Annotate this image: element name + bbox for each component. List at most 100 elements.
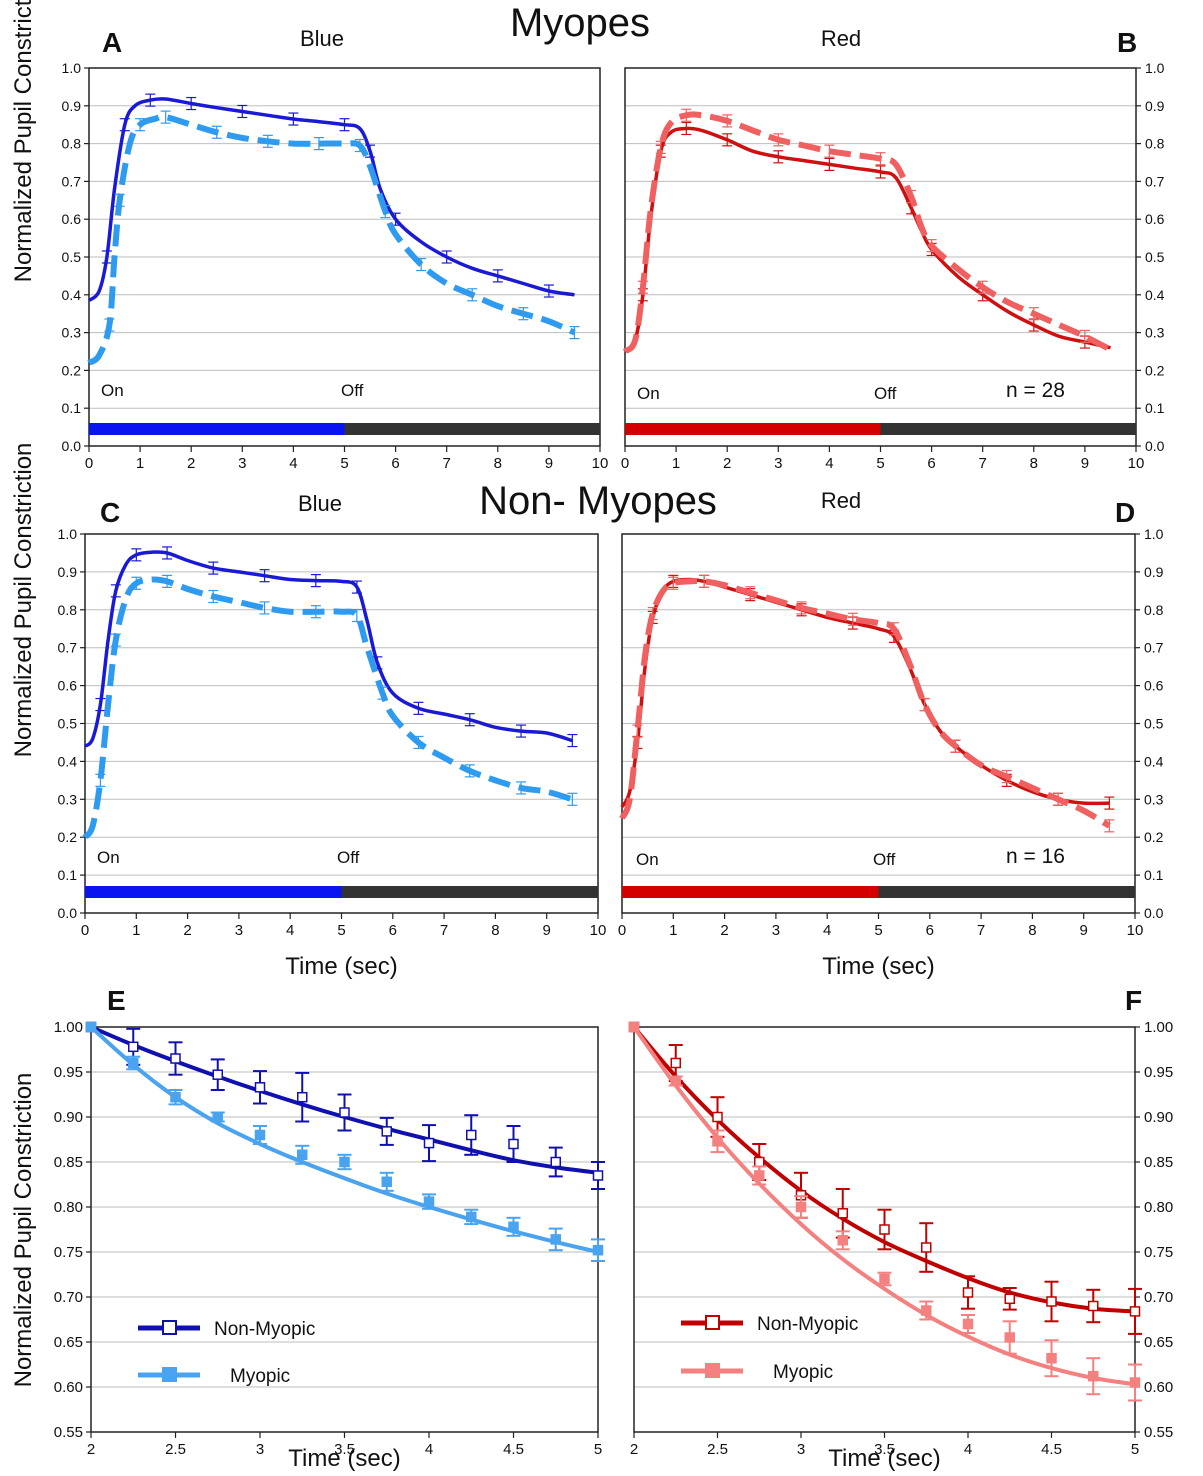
x-tick-label: 9 [543, 922, 551, 939]
x-tick-label: 8 [494, 455, 502, 472]
x-tick-label: 1 [132, 922, 140, 939]
y-tick-label: 1.0 [62, 60, 82, 76]
data-point [1129, 1306, 1141, 1317]
y-tick-label: 1.00 [54, 1019, 83, 1036]
data-point [1046, 1296, 1057, 1307]
y-tick-label: 0.80 [1144, 1199, 1173, 1216]
x-tick-label: 10 [592, 455, 609, 472]
data-point [628, 1021, 640, 1033]
y-tick-label: 0.95 [1144, 1064, 1173, 1081]
data-point [254, 1082, 266, 1093]
x-tick-label: 2 [723, 455, 731, 472]
y-tick-label: 0.0 [1144, 905, 1164, 921]
x-tick-label: 0 [618, 922, 626, 939]
y-tick-label: 0.85 [1144, 1154, 1173, 1171]
sample-size-label: n = 28 [1006, 379, 1065, 402]
data-point [212, 1111, 223, 1123]
y-tick-label: 0.1 [62, 400, 82, 416]
legend-label: Non-Myopic [757, 1314, 858, 1335]
y-tick-label: 0.9 [58, 564, 78, 580]
x-tick-label: 1 [672, 455, 680, 472]
x-tick-label: 3 [238, 455, 246, 472]
y-tick-label: 0.7 [58, 640, 78, 656]
y-tick-label: 0.5 [62, 249, 82, 265]
legend-marker [705, 1315, 720, 1330]
trace-dashed [619, 578, 1111, 829]
data-point [85, 1021, 97, 1033]
x-tick-label: 5 [337, 922, 345, 939]
x-tick-label: 3 [235, 922, 243, 939]
data-point [879, 1224, 890, 1235]
trace-solid [620, 577, 1110, 808]
x-tick-label: 8 [1030, 455, 1038, 472]
panel-d: 0.0 0.1 0.2 0.3 0.4 0.5 0.6 0.7 0.8 0.9 1.0 0 1 2 3 4 5 6… [618, 488, 1164, 980]
data-point [837, 1235, 848, 1246]
x-tick-label: 8 [491, 922, 499, 939]
fit-line-myopic [632, 1025, 1137, 1387]
x-tick-label: 4 [286, 922, 294, 939]
data-point [339, 1107, 350, 1118]
x-tick-label: 4 [289, 455, 297, 472]
off-label: Off [337, 848, 360, 867]
x-tick-label: 6 [389, 922, 397, 939]
data-point [1129, 1377, 1141, 1388]
data-point [592, 1170, 604, 1181]
x-tick-label: 5 [874, 922, 882, 939]
y-tick-label: 0.75 [54, 1244, 83, 1261]
y-tick-label: 0.2 [58, 829, 78, 845]
fit-line-non-myopic [632, 1025, 1137, 1314]
y-tick-label: 1.00 [1144, 1019, 1173, 1036]
y-tick-label: 0.7 [62, 173, 82, 189]
y-tick-label: 0.60 [1144, 1379, 1173, 1396]
x-tick-label: 2.5 [707, 1441, 728, 1458]
off-label: Off [874, 384, 897, 403]
y-tick-label: 0.65 [54, 1334, 83, 1351]
y-tick-label: 0.65 [1144, 1334, 1173, 1351]
y-tick-label: 0.7 [1144, 640, 1164, 656]
x-tick-label: 2 [720, 922, 728, 939]
x-tick-label: 6 [391, 455, 399, 472]
data-point [1004, 1332, 1015, 1343]
data-point [921, 1242, 932, 1253]
chart-panels: 0.00.10.20.30.40.50.60.70.80.91.00 1 2 3 4 5 6… [10, 0, 1173, 1472]
data-point [670, 1057, 681, 1069]
legend-marker [705, 1363, 720, 1378]
legend-label: Myopic [230, 1366, 290, 1387]
y-tick-label: 0.85 [54, 1154, 83, 1171]
panel-a: 0.0 0.1 0.2 0.3 0.4 0.5 0.6 0.7 0.8 0.9 1.0 0 1 2 3 4 5 6… [10, 0, 608, 472]
data-point [339, 1156, 350, 1168]
x-tick-label: 9 [1081, 455, 1089, 472]
sample-size-label: n = 16 [1006, 845, 1065, 868]
on-label: On [101, 381, 124, 400]
y-tick-label: 0.8 [1145, 136, 1165, 152]
data-point [170, 1091, 181, 1103]
y-tick-label: 0.1 [58, 867, 78, 883]
y-axis-label: Normalized Pupil Constriction [10, 1073, 37, 1388]
legend-label: Non-Myopic [214, 1319, 315, 1340]
fit-line-myopic [89, 1025, 600, 1254]
x-tick-label: 10 [590, 922, 607, 939]
x-tick-label: 4 [964, 1441, 972, 1458]
data-point [592, 1244, 604, 1256]
data-point [754, 1170, 765, 1181]
y-tick-label: 0.8 [58, 602, 78, 618]
x-tick-label: 9 [1080, 922, 1088, 939]
data-point [550, 1156, 561, 1168]
x-axis-label: Time (sec) [822, 953, 934, 980]
x-tick-label: 2.5 [165, 1441, 186, 1458]
data-point [1088, 1300, 1099, 1312]
trace-dashed [87, 113, 576, 366]
data-point [962, 1318, 974, 1330]
on-label: On [637, 384, 660, 403]
x-tick-label: 0 [621, 455, 629, 472]
y-tick-label: 0.6 [1144, 678, 1164, 694]
panel-b: 0.0 0.1 0.2 0.3 0.4 0.5 0.6 0.7 0.8 0.9 1.0 0 1 2 3 4 5 6… [621, 26, 1165, 472]
x-tick-label: 4.5 [1041, 1441, 1062, 1458]
y-tick-label: 1.0 [1144, 526, 1164, 542]
panel-letter-c: C [100, 497, 120, 528]
y-tick-label: 0.1 [1144, 867, 1164, 883]
y-tick-label: 0.2 [62, 362, 82, 378]
y-tick-label: 0.4 [58, 753, 78, 769]
y-tick-label: 0.9 [1144, 564, 1164, 580]
panel-letter-a: A [102, 27, 122, 58]
